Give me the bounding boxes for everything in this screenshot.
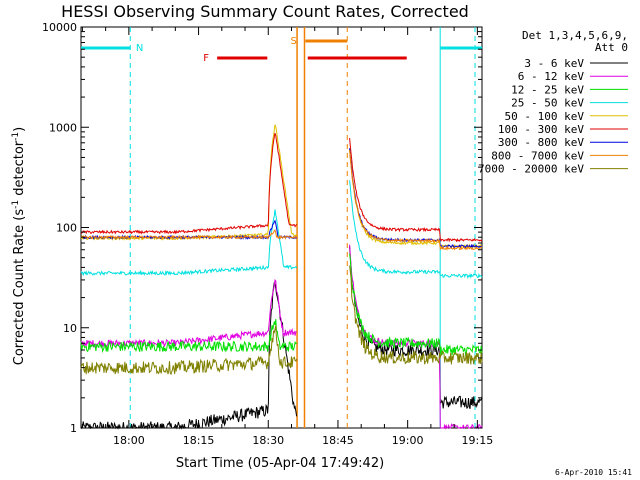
series-line <box>80 133 483 243</box>
legend-header-attenuator: Att 0 <box>595 41 628 54</box>
legend-entry: 100 - 300 keV <box>498 123 584 136</box>
legend-entry: 7000 - 20000 keV <box>478 163 584 176</box>
timestamp: 6-Apr-2010 15:41 <box>555 468 632 477</box>
x-axis-label: Start Time (05-Apr-04 17:49:42) <box>176 456 384 471</box>
x-tick-label: 18:45 <box>322 434 354 447</box>
y-tick-label: 1 <box>70 422 77 435</box>
legend-entry: 6 - 12 keV <box>518 70 585 83</box>
series-line <box>80 180 483 280</box>
y-tick-label: 10 <box>63 322 77 335</box>
x-tick-label: 19:00 <box>392 434 424 447</box>
series-line <box>81 149 483 251</box>
night-label: N <box>136 43 143 54</box>
series-line <box>80 244 483 430</box>
x-tick-label: 19:15 <box>462 434 494 447</box>
saa-label: S <box>291 36 297 47</box>
annotation-layer: N S F <box>81 27 482 428</box>
x-tick-label: 18:00 <box>113 434 145 447</box>
y-tick-label: 1000 <box>49 121 77 134</box>
legend-entry: 50 - 100 keV <box>505 110 585 123</box>
legend-entry: 25 - 50 keV <box>511 97 584 110</box>
legend-entry: 12 - 25 keV <box>511 83 584 96</box>
y-tick-label: 100 <box>56 222 77 235</box>
x-tick-label: 18:15 <box>183 434 215 447</box>
legend-header-detectors: Det 1,3,4,5,6,9, <box>522 29 628 42</box>
flare-label: F <box>203 53 209 64</box>
series-layer <box>80 124 483 430</box>
series-line <box>80 265 483 376</box>
y-axis-label: Corrected Count Rate (s-1 detector-1) <box>11 127 27 365</box>
x-tick-label: 18:30 <box>252 434 284 447</box>
y-tick-label: 10000 <box>42 21 77 34</box>
legend-entry: 800 - 7000 keV <box>491 149 584 162</box>
series-line <box>80 253 483 357</box>
axis-layer: 1 10 100 1000 10000 18:00 18:15 18:30 18:45 19:00… <box>42 21 493 447</box>
legend-entry: 3 - 6 keV <box>524 57 584 70</box>
legend-entry: 300 - 800 keV <box>498 136 584 149</box>
chart-title: HESSI Observing Summary Count Rates, Cor… <box>61 2 469 21</box>
